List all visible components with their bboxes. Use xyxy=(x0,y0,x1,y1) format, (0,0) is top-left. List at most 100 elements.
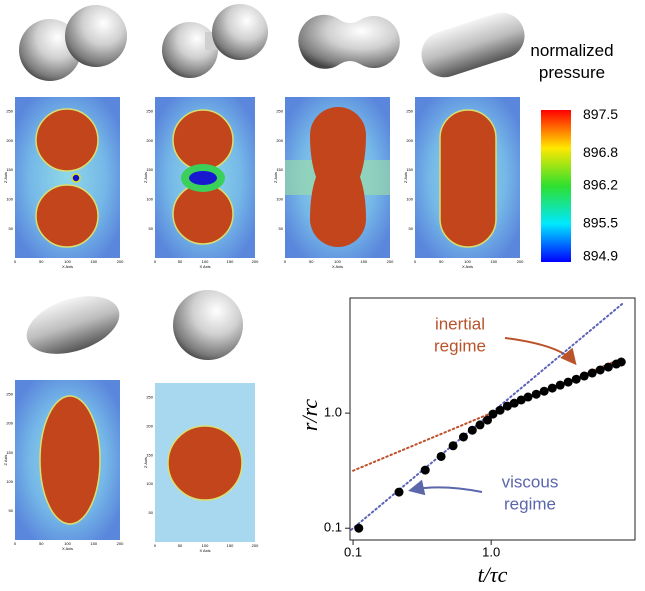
data-point xyxy=(459,433,468,442)
colorbar-tick-label: 896.2 xyxy=(583,177,618,193)
data-point xyxy=(524,393,533,402)
annotation: regime xyxy=(504,494,556,513)
data-point xyxy=(532,390,541,399)
map-x-tick: 150 xyxy=(360,259,367,264)
map-z-tick: 150 xyxy=(146,452,153,457)
plot-frame xyxy=(350,298,635,540)
map-x-tick: 0 xyxy=(154,543,157,548)
plot: 0.1 1.0 0.1 1.0 t/τc r/rc inertial regime viscou… xyxy=(297,303,626,587)
data-point xyxy=(394,488,403,497)
map-z-label: Z Axis xyxy=(3,455,8,466)
canvas: 0.1 1.0 0.1 1.0 t/τc r/rc inertial regime viscou… xyxy=(0,0,645,591)
annotation: viscous xyxy=(502,472,559,491)
x-tick-label: 0.1 xyxy=(344,544,362,559)
data-point xyxy=(421,466,430,475)
map-x-label: X Axis xyxy=(332,264,343,269)
map-z-tick: 150 xyxy=(406,167,413,172)
map-z-tick: 200 xyxy=(146,423,153,428)
map-x-tick: 50 xyxy=(178,259,183,264)
map-z-tick: 250 xyxy=(146,395,153,400)
data-point xyxy=(468,426,477,435)
annotation: regime xyxy=(434,336,486,355)
x-tick-label: 1.0 xyxy=(482,544,500,559)
map-z-tick: 100 xyxy=(406,197,413,202)
map-x-tick: 150 xyxy=(227,259,234,264)
map-x-tick: 0 xyxy=(154,259,157,264)
map-x-tick: 150 xyxy=(227,543,234,548)
map-x-tick: 200 xyxy=(252,543,259,548)
map-z-tick: 50 xyxy=(149,226,154,231)
data-point xyxy=(580,372,589,381)
map-x-label: X Axis xyxy=(199,548,210,553)
map-x-tick: 150 xyxy=(490,259,497,264)
map-x-tick: 200 xyxy=(117,259,124,264)
map-z-label: Z Axis xyxy=(143,172,148,183)
map-z-tick: 250 xyxy=(276,109,283,114)
map-x-tick: 50 xyxy=(39,259,44,264)
map-x-label: X Axis xyxy=(462,264,473,269)
map-x-tick: 200 xyxy=(517,259,524,264)
map-x-label: X Axis xyxy=(62,264,73,269)
data-point xyxy=(476,420,485,429)
map-z-tick: 200 xyxy=(406,138,413,143)
map-x-tick: 50 xyxy=(439,259,444,264)
map-x-tick: 0 xyxy=(14,259,17,264)
figure: 0.1 1.0 0.1 1.0 t/τc r/rc inertial regime viscou… xyxy=(0,0,645,591)
colorbar-tick-label: 895.5 xyxy=(583,215,618,231)
arrow xyxy=(412,487,482,492)
map-z-tick: 200 xyxy=(6,421,13,426)
map-z-tick: 50 xyxy=(279,226,284,231)
map-z-tick: 200 xyxy=(6,138,13,143)
colorbar-tick-label: 894.9 xyxy=(583,247,618,263)
map-x-tick: 50 xyxy=(309,259,314,264)
annotation: inertial xyxy=(435,314,485,333)
colorbar-title: normalized pressure xyxy=(522,40,622,84)
map-z-label: Z Axis xyxy=(273,172,278,183)
map-x-tick: 0 xyxy=(414,259,417,264)
map-z-tick: 150 xyxy=(6,450,13,455)
data-point xyxy=(540,387,549,396)
x-axis-label: t/τc xyxy=(478,562,508,587)
data-point xyxy=(564,378,573,387)
map-x-tick: 0 xyxy=(14,541,17,546)
map-x-tick: 150 xyxy=(90,259,97,264)
map-z-tick: 250 xyxy=(6,109,13,114)
map-z-label: Z Axis xyxy=(143,457,148,468)
data-point xyxy=(556,381,565,390)
map-x-tick: 50 xyxy=(178,543,183,548)
colorbar-tick-label: 897.5 xyxy=(583,106,618,122)
map-z-tick: 150 xyxy=(276,167,283,172)
map-x-tick: 0 xyxy=(284,259,287,264)
data-point xyxy=(449,441,458,450)
map-z-tick: 100 xyxy=(6,197,13,202)
map-z-tick: 200 xyxy=(276,138,283,143)
map-z-tick: 100 xyxy=(276,197,283,202)
map-x-tick: 200 xyxy=(387,259,394,264)
map-x-tick: 150 xyxy=(90,541,97,546)
map-z-tick: 150 xyxy=(146,167,153,172)
colorbar-tick-label: 896.8 xyxy=(583,144,618,160)
data-point xyxy=(354,524,363,533)
map-z-tick: 250 xyxy=(6,392,13,397)
map-z-tick: 100 xyxy=(146,197,153,202)
map-z-tick: 50 xyxy=(409,226,414,231)
map-z-tick: 50 xyxy=(9,508,14,513)
colorbar xyxy=(541,110,571,262)
map-z-tick: 150 xyxy=(6,167,13,172)
data-point xyxy=(548,384,557,393)
map-z-tick: 200 xyxy=(146,138,153,143)
map-z-tick: 50 xyxy=(149,510,154,515)
y-tick-label: 1.0 xyxy=(324,405,342,420)
arrow xyxy=(505,338,574,362)
map-z-tick: 50 xyxy=(9,226,14,231)
map-z-label: Z Axis xyxy=(403,172,408,183)
map-z-label: Z Axis xyxy=(3,172,8,183)
map-z-tick: 250 xyxy=(146,109,153,114)
y-tick-label: 0.1 xyxy=(324,520,342,535)
map-z-tick: 100 xyxy=(6,479,13,484)
data-point xyxy=(437,452,446,461)
y-axis-label: r/rc xyxy=(297,399,322,431)
map-z-tick: 100 xyxy=(146,481,153,486)
data-point xyxy=(588,369,597,378)
map-x-label: X Axis xyxy=(199,264,210,269)
